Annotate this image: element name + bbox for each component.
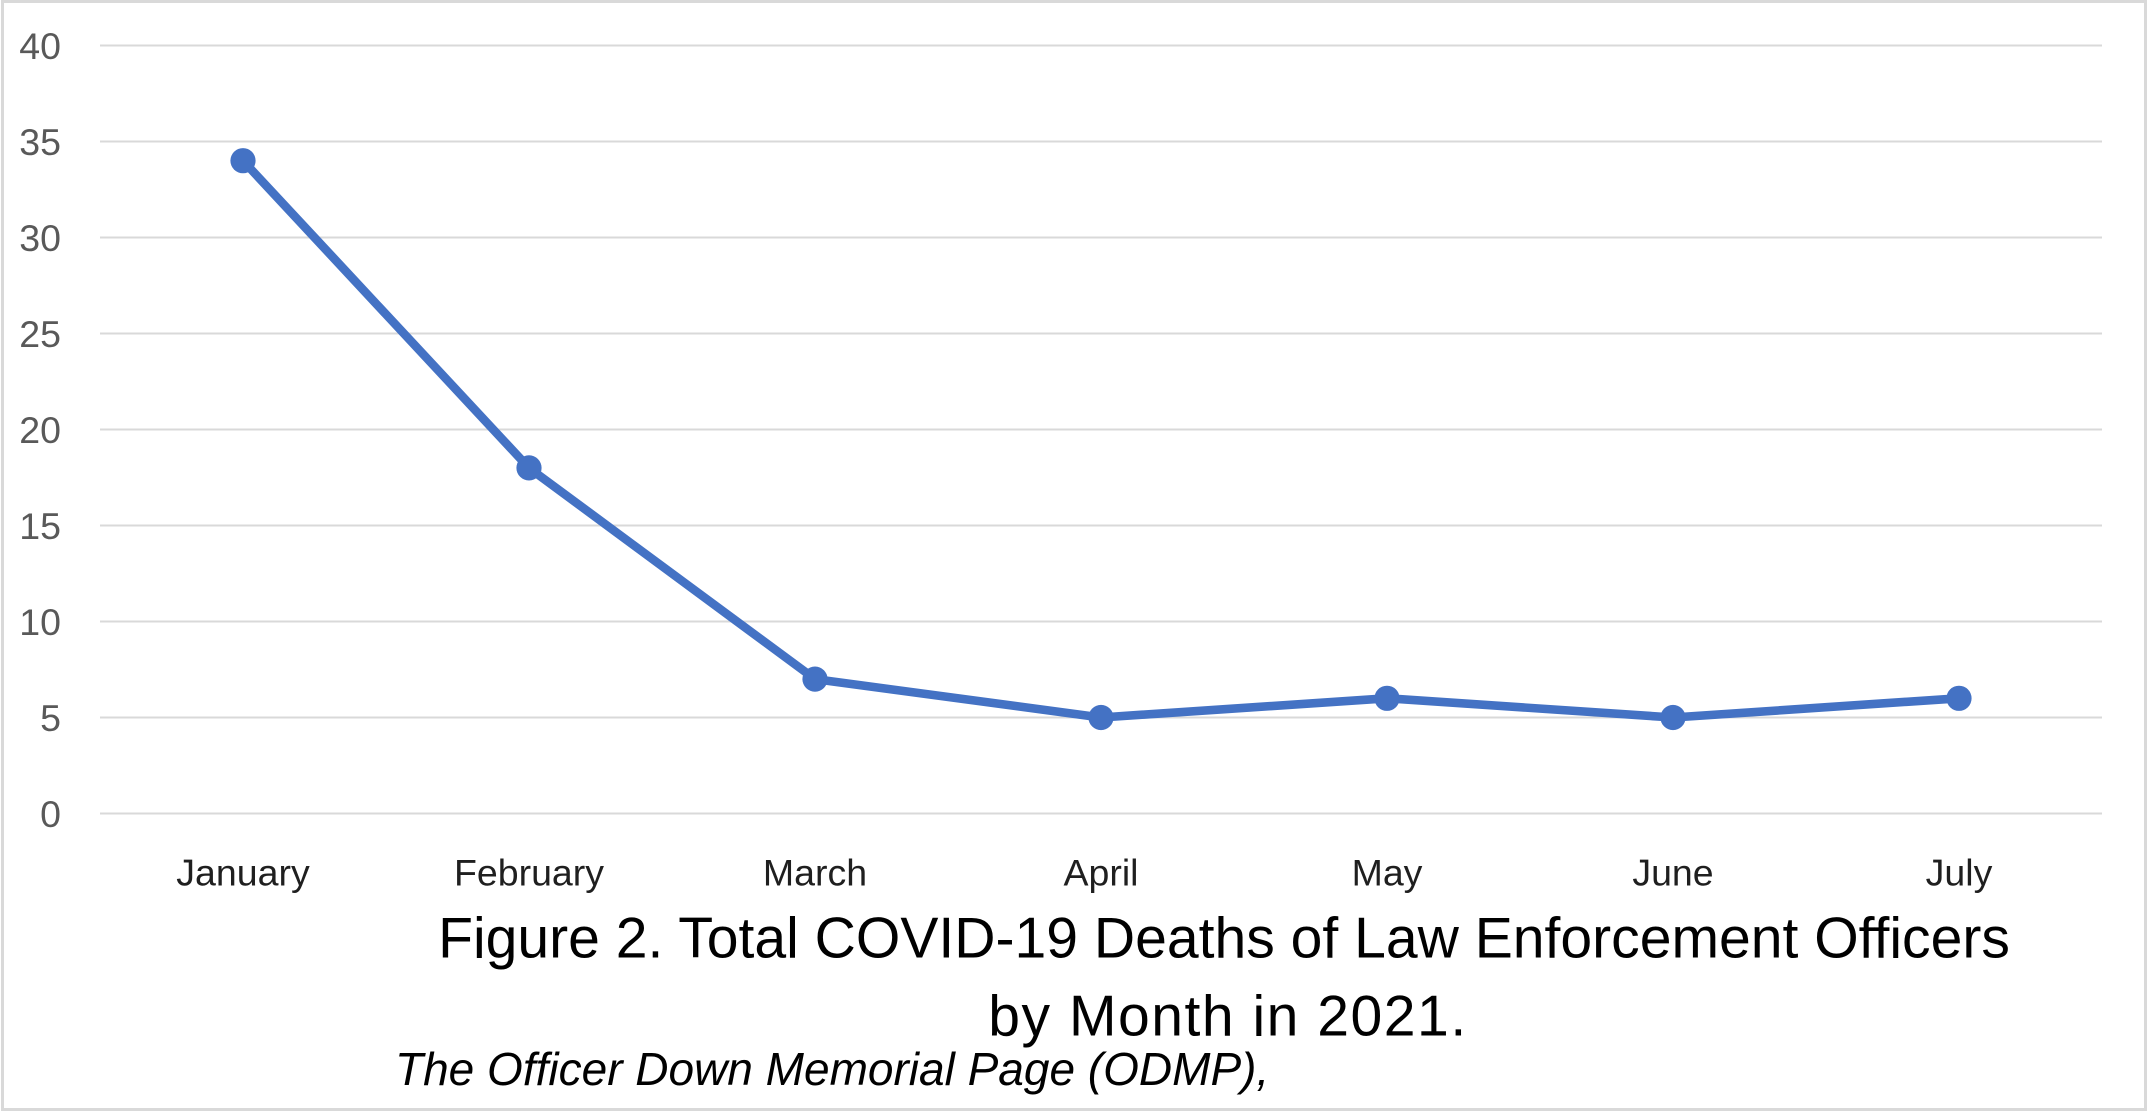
svg-text:35: 35 xyxy=(19,121,61,163)
svg-text:May: May xyxy=(1352,852,1423,894)
svg-text:Figure 2. Total COVID-19 Death: Figure 2. Total COVID-19 Deaths of Law E… xyxy=(438,907,2010,971)
svg-text:July: July xyxy=(1926,852,1993,894)
svg-text:40: 40 xyxy=(19,25,61,67)
svg-text:0: 0 xyxy=(40,793,61,835)
svg-text:5: 5 xyxy=(40,697,61,739)
svg-text:June: June xyxy=(1632,852,1713,894)
svg-text:10: 10 xyxy=(19,601,61,643)
svg-text:25: 25 xyxy=(19,313,61,355)
svg-text:February: February xyxy=(454,852,604,894)
svg-text:20: 20 xyxy=(19,409,61,451)
svg-text:April: April xyxy=(1063,852,1138,894)
svg-text:15: 15 xyxy=(19,505,61,547)
svg-text:30: 30 xyxy=(19,217,61,259)
svg-text:The Officer Down Memorial Page: The Officer Down Memorial Page (ODMP), xyxy=(395,1043,1269,1095)
svg-text:by Month in 2021.: by Month in 2021. xyxy=(988,984,1467,1048)
svg-text:January: January xyxy=(176,852,310,894)
svg-text:March: March xyxy=(763,852,867,894)
